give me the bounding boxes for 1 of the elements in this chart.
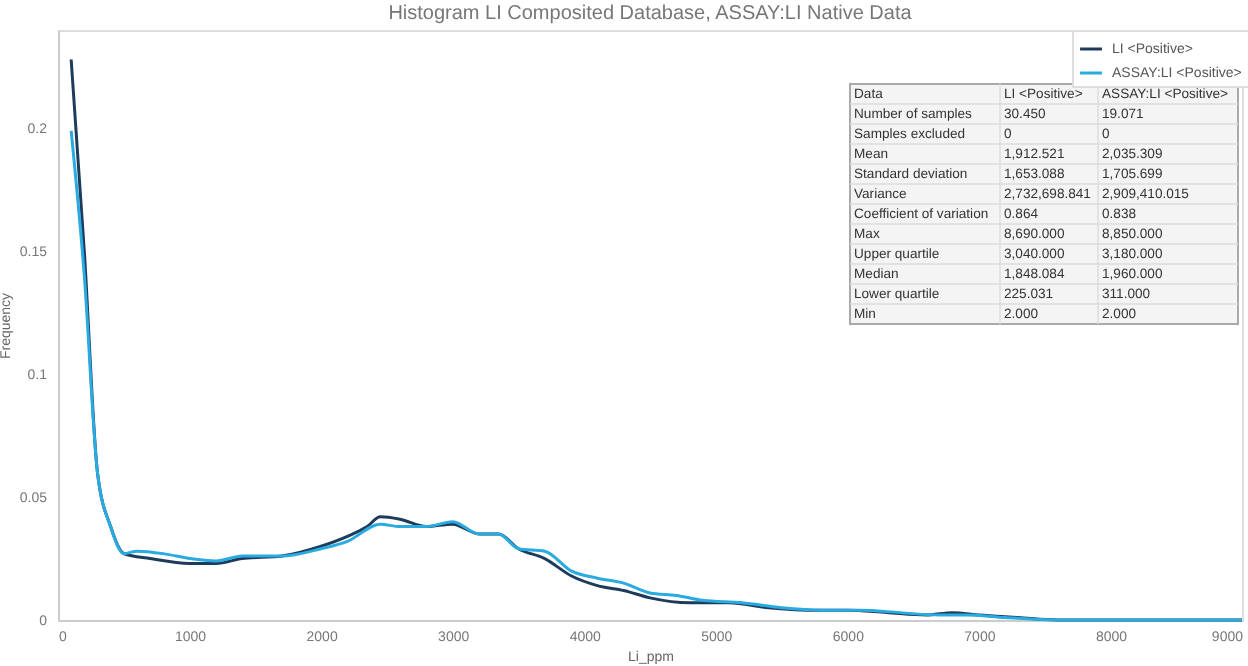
- chart-title: Histogram LI Composited Database, ASSAY:LI Native Data: [388, 3, 913, 25]
